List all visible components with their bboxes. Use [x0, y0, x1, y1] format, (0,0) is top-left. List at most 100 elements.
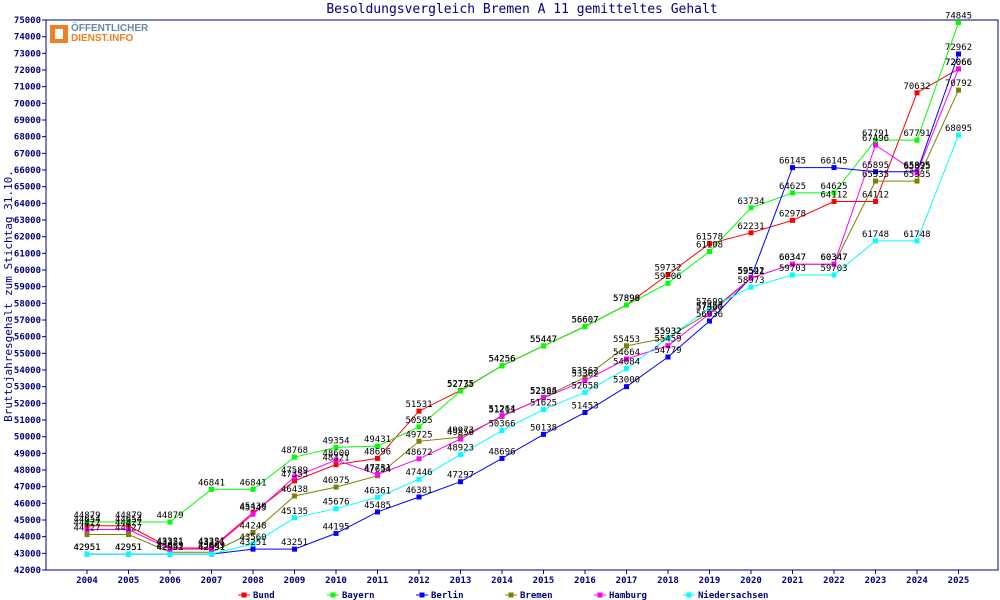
data-label-niedersachsen: 46361: [364, 486, 391, 496]
data-label-bremen: 70792: [945, 79, 972, 89]
data-label-bremen: 49973: [447, 426, 474, 436]
data-label-bayern: 49354: [322, 436, 349, 446]
legend-swatch-marker-bund: [241, 592, 247, 598]
y-tick-label: 52000: [14, 399, 41, 409]
y-tick-label: 68000: [14, 133, 41, 143]
data-label-bund: 72066: [945, 58, 972, 68]
data-point-bayern: [375, 443, 380, 449]
data-label-bayern: 44879: [156, 511, 183, 521]
data-point-berlin: [458, 479, 463, 485]
data-label-bayern: 63734: [737, 197, 764, 207]
data-label-bremen: 55453: [613, 335, 640, 345]
data-label-niedersachsen: 42951: [73, 543, 100, 553]
data-label-hamburg: 43251: [198, 538, 225, 548]
data-point-berlin: [292, 546, 297, 552]
data-label-berlin: 43251: [239, 538, 266, 548]
data-label-bremen: 60347: [779, 253, 806, 263]
data-point-niedersachsen: [126, 551, 131, 557]
y-tick-label: 67000: [14, 149, 41, 159]
data-point-niedersachsen: [541, 407, 546, 413]
legend-label-bund: Bund: [253, 591, 275, 600]
y-tick-label: 55000: [14, 349, 41, 359]
data-point-hamburg: [914, 170, 920, 176]
data-label-bayern: 61108: [696, 241, 723, 251]
axes: 42000 43000 44000 45000 46000 47000 48000 49000…: [14, 16, 999, 586]
data-label-niedersachsen: 47446: [405, 468, 432, 478]
data-point-bayern: [126, 519, 131, 525]
data-label-bund: 62978: [779, 209, 806, 219]
data-label-hamburg: 52325: [530, 387, 557, 397]
data-label-bremen: 47654: [364, 465, 391, 475]
data-point-niedersachsen: [665, 335, 671, 341]
x-tick-label: 2019: [699, 576, 721, 586]
data-label-bund: 54256: [488, 355, 515, 365]
x-tick-label: 2009: [284, 576, 306, 586]
legend-label-hamburg: Hamburg: [609, 591, 647, 600]
data-label-hamburg: 57360: [696, 303, 723, 313]
data-label-berlin: 51453: [571, 401, 598, 411]
data-point-hamburg: [624, 356, 629, 362]
data-point-bayern: [790, 190, 795, 196]
data-point-bayern: [956, 20, 961, 26]
data-point-bayern: [665, 280, 671, 286]
data-label-berlin: 42951: [115, 543, 142, 553]
data-point-hamburg: [333, 457, 339, 463]
data-label-bund: 48321: [322, 454, 349, 464]
y-tick-label: 45000: [14, 516, 41, 526]
data-label-hamburg: 48672: [405, 448, 432, 458]
data-label-berlin: 72962: [945, 43, 972, 53]
data-label-bayern: 56607: [571, 316, 598, 326]
data-point-bremen: [84, 532, 90, 538]
data-point-hamburg: [375, 471, 380, 477]
data-point-berlin: [873, 169, 878, 175]
data-label-berlin: 59542: [737, 267, 764, 277]
data-point-niedersachsen: [499, 428, 505, 434]
logo: ÖFFENTLICHER DIENST.INFO: [48, 22, 160, 46]
data-label-berlin: 47297: [447, 471, 474, 481]
data-label-niedersachsen: 55932: [654, 327, 681, 337]
data-label-berlin: 42951: [73, 543, 100, 553]
x-tick-label: 2011: [367, 576, 389, 586]
data-label-bayern: 57899: [613, 294, 640, 304]
y-tick-label: 58000: [14, 299, 41, 309]
data-label-bund: 43321: [198, 537, 225, 547]
data-label-niedersachsen: 48923: [447, 444, 474, 454]
data-point-hamburg: [209, 546, 214, 552]
data-label-berlin: 65895: [903, 161, 930, 171]
data-label-hamburg: 67496: [862, 134, 889, 144]
data-point-bayern: [84, 519, 90, 525]
data-label-niedersachsen: 59703: [820, 264, 847, 274]
data-label-bayern: 44879: [73, 511, 100, 521]
data-point-hamburg: [873, 142, 878, 148]
data-point-niedersachsen: [84, 551, 90, 557]
data-label-hamburg: 47731: [364, 463, 391, 473]
y-tick-label: 73000: [14, 49, 41, 59]
y-tick-label: 47000: [14, 483, 41, 493]
data-label-bund: 64112: [820, 190, 847, 200]
data-label-bremen: 60347: [820, 253, 847, 263]
data-point-hamburg: [250, 511, 256, 517]
y-tick-label: 69000: [14, 116, 41, 126]
series-line-bayern: [87, 22, 959, 523]
data-label-hamburg: 47589: [281, 466, 308, 476]
data-point-bayern: [292, 454, 297, 460]
logo-line-2: DIENST.INFO: [71, 33, 134, 44]
data-point-bund: [790, 217, 795, 223]
data-point-niedersachsen: [956, 132, 961, 138]
data-point-bayern: [707, 249, 712, 255]
data-label-bund: 57898: [613, 294, 640, 304]
data-label-bremen: 57453: [696, 301, 723, 311]
data-label-bayern: 52735: [447, 380, 474, 390]
data-point-niedersachsen: [416, 476, 422, 482]
data-point-bayern: [250, 486, 256, 492]
data-label-hamburg: 51264: [488, 405, 515, 415]
data-label-hamburg: 72066: [945, 58, 972, 68]
data-point-bayern: [831, 190, 837, 196]
data-point-berlin: [790, 165, 795, 171]
data-point-bund: [292, 478, 297, 484]
data-label-bund: 52775: [447, 379, 474, 389]
data-label-niedersachsen: 51625: [530, 399, 557, 409]
data-label-bremen: 43069: [156, 541, 183, 551]
y-tick-label: 62000: [14, 233, 41, 243]
data-labels-layer: 44654 44654 43321 43321 45430 47353 48321 48696…: [73, 12, 972, 554]
